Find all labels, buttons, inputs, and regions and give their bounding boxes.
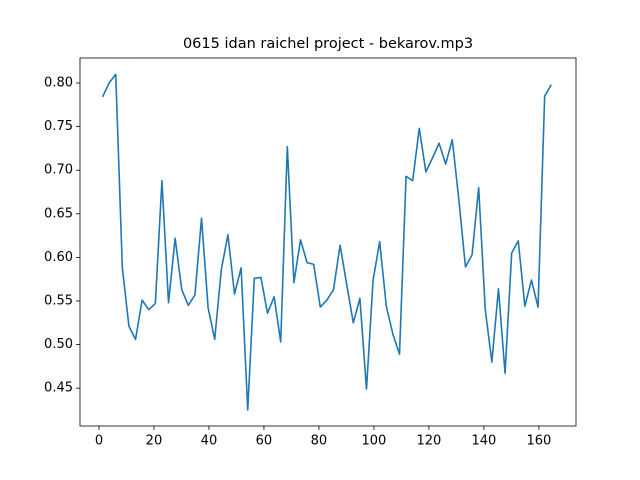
y-tick-label: 0.50 [44,337,73,352]
data-line [101,73,552,411]
chart-title: 0615 idan raichel project - bekarov.mp3 [183,36,473,52]
x-tick-label: 100 [362,434,387,449]
x-tick-label: 80 [311,434,328,449]
y-tick-label: 0.45 [44,381,73,396]
x-tick-label: 160 [526,434,551,449]
axes-frame [79,57,577,427]
y-tick-label: 0.60 [44,250,73,265]
x-tick-label: 120 [416,434,441,449]
x-tick-label: 140 [471,434,496,449]
x-tick-label: 0 [95,434,103,449]
y-tick-label: 0.75 [44,119,73,134]
y-tick-label: 0.55 [44,293,73,308]
y-tick-label: 0.70 [44,163,73,178]
x-tick-label: 40 [201,434,218,449]
y-tick-label: 0.65 [44,206,73,221]
x-tick-label: 60 [256,434,273,449]
y-tick-label: 0.80 [44,76,73,91]
x-tick-label: 20 [146,434,163,449]
